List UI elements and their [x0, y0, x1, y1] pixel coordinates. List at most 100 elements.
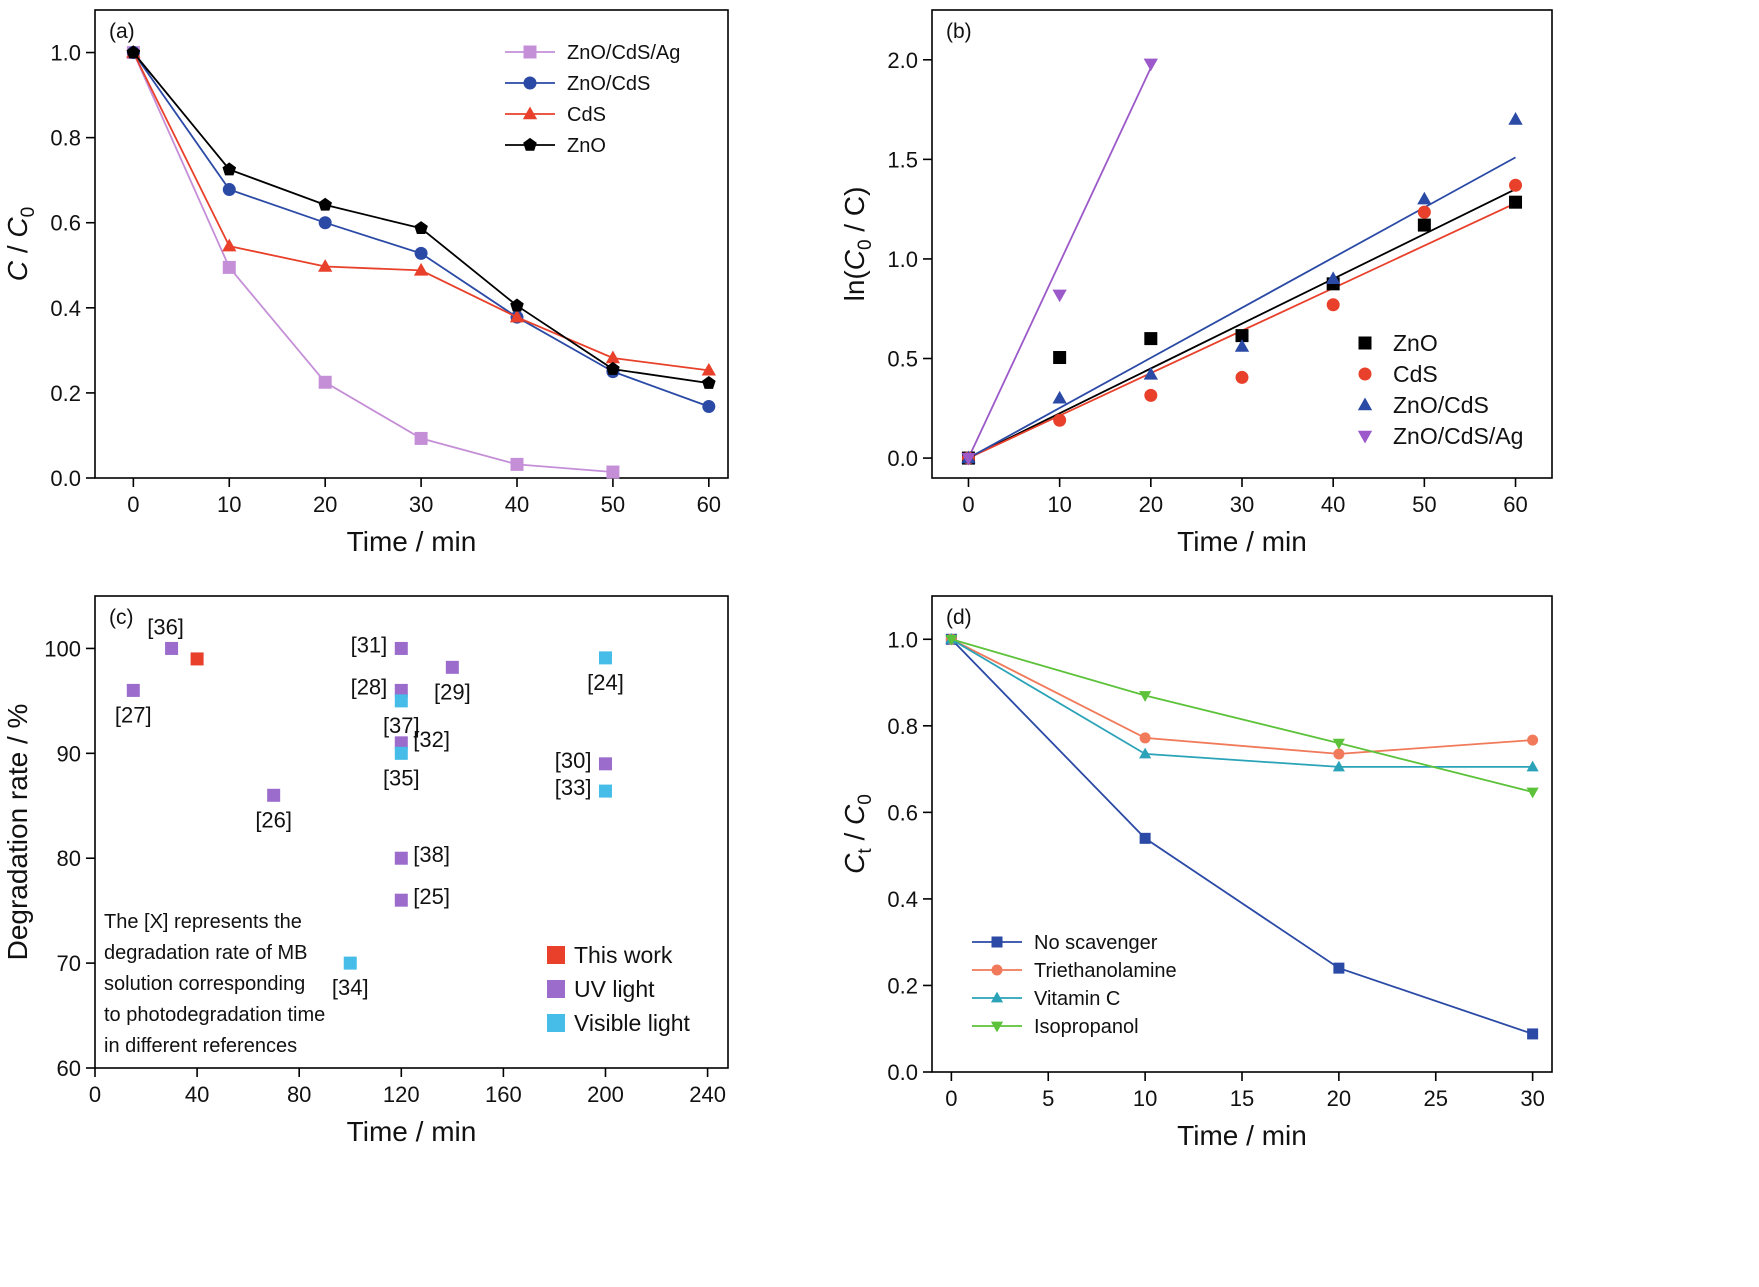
data-point [445, 660, 459, 674]
fit-line [967, 67, 1152, 459]
y-tick-label: 0.5 [887, 347, 918, 372]
legend-marker [522, 106, 538, 120]
point-label: [37] [383, 713, 420, 738]
y-axis-label-part: C [839, 804, 870, 825]
x-tick-label: 0 [945, 1086, 957, 1111]
data-point [1332, 738, 1345, 750]
point-label: [30] [555, 748, 592, 773]
panel-label: (d) [946, 606, 972, 629]
y-tick-label: 0.0 [887, 446, 918, 471]
y-tick-label: 2.0 [887, 48, 918, 73]
legend-marker [523, 76, 537, 90]
y-axis-label-part: C) [839, 187, 870, 217]
data-point [1417, 218, 1431, 232]
x-tick-label: 0 [127, 492, 139, 517]
data-point [1333, 962, 1345, 974]
x-axis-label: Time / min [347, 1116, 477, 1147]
data-point [394, 893, 408, 907]
x-tick-label: 60 [697, 492, 721, 517]
legend-marker [1358, 367, 1372, 381]
y-tick-label: 0.6 [887, 800, 918, 825]
legend-marker [1357, 397, 1373, 411]
data-point [126, 683, 140, 697]
x-tick-label: 200 [587, 1082, 624, 1107]
data-point [1139, 747, 1152, 759]
note-line: to photodegradation time [104, 1004, 325, 1026]
data-point [414, 246, 428, 260]
data-point [1144, 332, 1158, 346]
y-axis-label: C / C0 [2, 207, 39, 281]
y-axis-label-part: C [2, 260, 33, 281]
data-point [606, 361, 620, 375]
x-tick-label: 30 [409, 492, 433, 517]
data-point [701, 362, 716, 376]
legend-marker [991, 936, 1003, 948]
data-point [394, 746, 408, 760]
data-point [961, 452, 976, 466]
x-axis-label: Time / min [1177, 1120, 1307, 1151]
x-axis-label: Time / min [347, 526, 477, 557]
panel-label: (b) [946, 20, 972, 43]
data-point [318, 216, 332, 230]
series-line [132, 51, 709, 384]
data-point [1508, 112, 1523, 125]
point-label: [36] [147, 614, 184, 639]
legend-marker [547, 1014, 565, 1032]
x-tick-label: 15 [1230, 1086, 1254, 1111]
data-point [605, 350, 621, 364]
data-point [394, 683, 408, 697]
data-point [1234, 339, 1250, 352]
x-tick-label: 40 [505, 492, 529, 517]
y-axis-label: ln(C0 / C) [839, 187, 876, 302]
data-point [1509, 178, 1523, 192]
data-point [598, 784, 612, 798]
legend-entry: ZnO [567, 135, 606, 157]
data-point [606, 465, 620, 479]
legend-entry: Visible light [574, 1010, 691, 1036]
x-tick-label: 40 [185, 1082, 209, 1107]
data-point [1333, 748, 1345, 760]
data-point [1139, 691, 1152, 702]
x-tick-label: 20 [1139, 492, 1163, 517]
y-axis-label-part: Degradation rate / % [2, 704, 33, 961]
y-axis-label-part: C [839, 853, 870, 874]
legend-entry: CdS [1393, 361, 1438, 387]
x-tick-label: 10 [1047, 492, 1071, 517]
x-tick-label: 10 [1133, 1086, 1157, 1111]
point-label: [34] [332, 975, 369, 1000]
legend-marker [547, 980, 565, 998]
data-point [509, 309, 525, 323]
y-tick-label: 0.4 [50, 296, 81, 321]
data-point [1526, 760, 1539, 772]
legend-entry: ZnO/CdS [567, 73, 650, 95]
data-point [702, 400, 716, 414]
y-tick-label: 1.0 [50, 41, 81, 66]
data-point [165, 641, 179, 655]
note-line: solution corresponding [104, 973, 305, 995]
x-tick-label: 50 [601, 492, 625, 517]
data-point [1326, 298, 1340, 312]
data-point [510, 457, 524, 471]
x-tick-label: 80 [287, 1082, 311, 1107]
y-tick-label: 1.0 [887, 627, 918, 652]
data-point [1235, 370, 1249, 384]
y-tick-label: 0.6 [50, 211, 81, 236]
x-tick-label: 60 [1503, 492, 1527, 517]
series-line [950, 638, 1533, 755]
x-tick-label: 50 [1412, 492, 1436, 517]
point-label: [27] [115, 702, 152, 727]
y-tick-label: 0.2 [50, 381, 81, 406]
data-point [126, 45, 141, 59]
data-point [267, 788, 281, 802]
y-axis-label-part: C [839, 249, 870, 270]
point-label: [29] [434, 679, 471, 704]
data-point [1052, 289, 1067, 303]
y-tick-label: 0.4 [887, 887, 918, 912]
point-label: [35] [383, 765, 420, 790]
plot-frame [94, 595, 729, 1069]
legend-entry: ZnO/CdS [1393, 392, 1489, 418]
point-label: [26] [255, 807, 292, 832]
data-point [414, 431, 428, 445]
data-point [1139, 832, 1151, 844]
